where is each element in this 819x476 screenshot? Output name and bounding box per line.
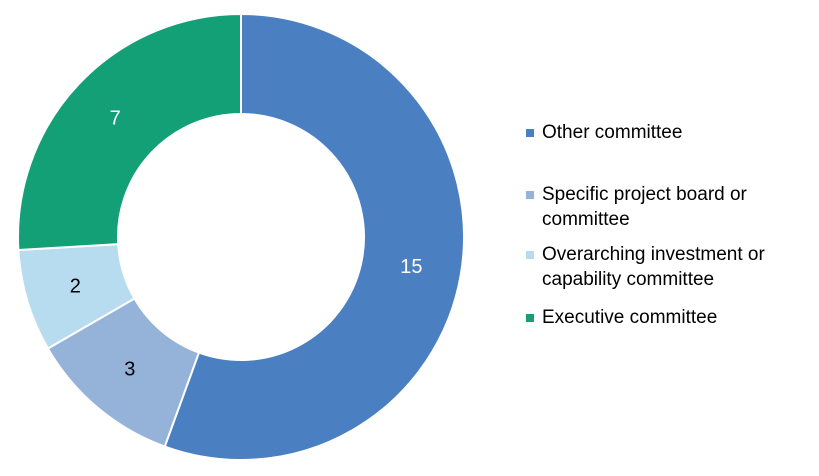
slice-value-other-committee: 15 <box>400 256 422 278</box>
slice-other-committee <box>163 12 465 461</box>
legend-item-specific-project-board: Specific project board or committee <box>526 182 812 232</box>
slice-value-specific-project-board-or-committee: 3 <box>124 359 135 381</box>
slice-value-executive-committee: 7 <box>110 107 121 129</box>
slice-executive-committee <box>17 12 242 252</box>
legend-item-overarching-investment: Overarching investment or capability com… <box>526 242 812 292</box>
legend-label-executive-committee: Executive committee <box>542 307 718 328</box>
legend-swatch-overarching-investment <box>526 251 534 259</box>
legend-label-other-committee: Other committee <box>542 122 683 143</box>
slice-labels: 15 3 2 7 <box>70 107 423 380</box>
legend-item-other-committee: Other committee <box>526 120 812 145</box>
slice-value-overarching-investment-or-capability-committee: 2 <box>70 276 81 298</box>
legend-label-overarching-investment: Overarching investment or capability com… <box>542 244 765 290</box>
legend-swatch-other-committee <box>526 129 534 137</box>
legend-swatch-executive-committee <box>526 314 534 322</box>
donut-slices <box>17 12 465 461</box>
legend-item-executive-committee: Executive committee <box>526 305 812 330</box>
legend-swatch-specific-project-board <box>526 191 534 199</box>
legend-label-specific-project-board: Specific project board or committee <box>542 184 747 230</box>
